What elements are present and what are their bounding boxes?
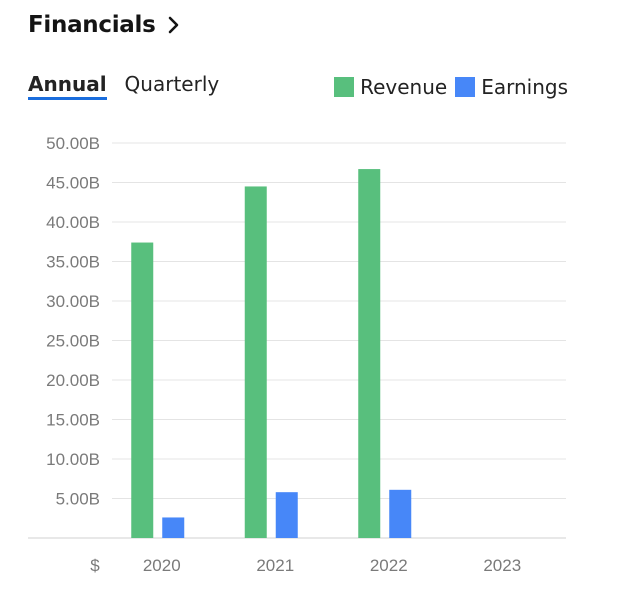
- earnings-bar: [389, 489, 412, 538]
- chart-legend: Revenue Earnings: [326, 75, 568, 99]
- revenue-bar: [131, 242, 154, 539]
- tab-annual[interactable]: Annual: [28, 72, 107, 100]
- earnings-bar: [275, 492, 298, 538]
- y-tick-label: 40.00B: [46, 213, 100, 232]
- y-tick-label: 35.00B: [46, 253, 100, 272]
- y-tick-label: 25.00B: [46, 332, 100, 351]
- legend-label-earnings: Earnings: [481, 75, 568, 99]
- legend-item-earnings: Earnings: [455, 75, 568, 99]
- legend-swatch-revenue: [334, 77, 355, 97]
- y-tick-label: 10.00B: [46, 450, 100, 469]
- x-tick-label: 2021: [256, 556, 294, 575]
- period-tabs: Annual Quarterly: [28, 72, 237, 100]
- legend-item-revenue: Revenue: [334, 75, 447, 99]
- y-tick-label: 30.00B: [46, 292, 100, 311]
- y-tick-label: 45.00B: [46, 174, 100, 193]
- y-unit-label: $: [90, 556, 100, 575]
- revenue-bar: [244, 186, 267, 538]
- revenue-bar: [358, 169, 381, 538]
- x-tick-label: 2022: [370, 556, 408, 575]
- y-tick-label: 50.00B: [46, 134, 100, 153]
- x-tick-label: 2023: [483, 556, 521, 575]
- financials-header-link[interactable]: Financials: [28, 12, 181, 38]
- legend-label-revenue: Revenue: [360, 75, 448, 99]
- x-tick-label: 2020: [143, 556, 181, 575]
- chevron-right-icon: [169, 16, 179, 34]
- legend-swatch-earnings: [455, 77, 476, 97]
- tab-quarterly[interactable]: Quarterly: [124, 72, 220, 96]
- y-tick-label: 15.00B: [46, 411, 100, 430]
- y-tick-label: 5.00B: [56, 490, 100, 509]
- y-tick-label: 20.00B: [46, 371, 100, 390]
- earnings-bar: [162, 517, 185, 538]
- section-title: Financials: [28, 12, 156, 38]
